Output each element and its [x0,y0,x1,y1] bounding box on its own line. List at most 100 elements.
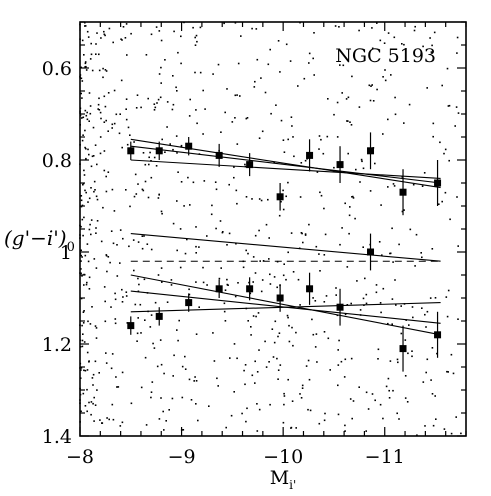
galaxy-point [327,337,330,340]
galaxy-point [383,42,386,44]
galaxy-point [265,366,268,368]
galaxy-point [444,148,447,151]
bin-marker [127,147,135,155]
galaxy-point [421,185,424,187]
galaxy-point [84,25,87,27]
galaxy-point [282,274,285,277]
galaxy-point [315,245,318,248]
galaxy-point [446,370,448,373]
fit-line [130,159,441,179]
galaxy-point [371,27,373,29]
galaxy-point [195,333,198,335]
galaxy-point [155,26,158,28]
galaxy-point [234,117,236,119]
galaxy-point [401,210,404,213]
galaxy-point [408,103,411,106]
galaxy-point [228,232,231,235]
galaxy-point [148,163,150,166]
galaxy-point [314,300,317,302]
galaxy-point [84,369,87,372]
galaxy-point [104,320,107,323]
galaxy-point [107,171,110,173]
galaxy-point [352,197,355,199]
y-tick-label: 0.6 [42,58,72,80]
galaxy-point [312,333,315,336]
galaxy-point [337,413,340,416]
galaxy-point [282,421,285,424]
galaxy-point [159,96,162,99]
galaxy-point [365,391,368,394]
galaxy-point [460,432,462,435]
galaxy-point [397,361,399,364]
galaxy-point [177,171,179,173]
galaxy-point [456,36,459,39]
galaxy-point [108,27,111,30]
galaxy-point [83,284,85,286]
galaxy-point [211,204,213,207]
galaxy-point [358,29,360,32]
galaxy-point [231,121,234,123]
galaxy-point [89,58,92,60]
galaxy-point [260,77,262,79]
galaxy-point [84,189,86,192]
galaxy-point [425,371,427,374]
galaxy-point [290,232,293,234]
galaxy-point [431,44,433,47]
galaxy-point [406,401,409,403]
galaxy-point [254,80,256,83]
galaxy-point [127,126,130,129]
galaxy-point [206,235,208,237]
bin-marker [127,322,135,330]
galaxy-point [394,113,397,116]
galaxy-point [91,377,94,379]
galaxy-point [140,106,142,109]
galaxy-point [425,326,427,328]
galaxy-point [137,183,139,185]
galaxy-point [409,228,412,231]
bin-marker [185,299,193,307]
galaxy-point [156,102,158,104]
galaxy-point [433,31,436,34]
galaxy-point [126,54,128,56]
galaxy-point [80,66,82,69]
galaxy-point [349,398,352,400]
galaxy-point [403,209,405,211]
galaxy-point [398,243,400,246]
galaxy-point [94,404,97,406]
galaxy-point [83,369,85,372]
galaxy-point [194,71,196,74]
galaxy-point [161,212,163,215]
galaxy-point [158,418,161,420]
galaxy-point [194,376,196,378]
galaxy-point [102,206,104,209]
galaxy-point [195,403,197,405]
galaxy-point [130,32,132,35]
y-tick-label: 1.2 [42,334,72,356]
galaxy-point [302,241,304,244]
galaxy-point [80,369,82,371]
galaxy-point [349,206,351,208]
galaxy-point [354,217,356,220]
galaxy-point [159,339,162,341]
galaxy-point [365,430,367,432]
galaxy-point [260,290,263,293]
galaxy-point [323,331,326,333]
galaxy-point [308,378,311,381]
galaxy-point [254,382,256,384]
galaxy-point [102,76,104,79]
galaxy-point [250,326,252,328]
galaxy-point [348,214,351,217]
galaxy-point [344,202,346,205]
galaxy-point [116,275,119,277]
galaxy-point [309,409,312,412]
galaxy-point [125,189,127,191]
galaxy-point [88,197,91,200]
galaxy-point [439,141,441,144]
galaxy-point [244,383,246,386]
galaxy-point [94,144,97,146]
galaxy-point [455,106,458,108]
galaxy-point [351,75,353,78]
galaxy-point [253,86,256,88]
galaxy-point [334,25,337,27]
galaxy-point [85,147,87,150]
